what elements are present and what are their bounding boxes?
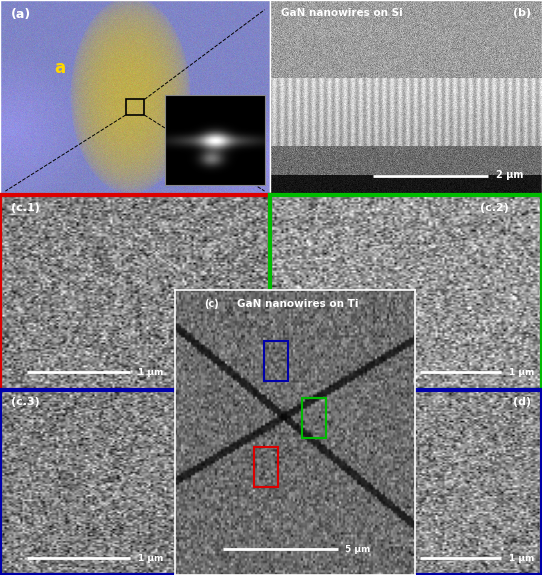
Text: 1 μm: 1 μm [509, 554, 535, 563]
Bar [254, 447, 278, 486]
Bar [126, 99, 145, 115]
Text: a: a [54, 59, 65, 77]
Text: GaN nanowires on Ta: GaN nanowires on Ta [281, 397, 404, 408]
Text: (c.2): (c.2) [481, 203, 509, 213]
Bar [264, 342, 288, 381]
Text: (b): (b) [513, 8, 531, 18]
Text: 5 μm: 5 μm [345, 545, 371, 554]
Bar [302, 398, 326, 438]
Text: 1 μm: 1 μm [138, 368, 163, 377]
Text: 1 μm: 1 μm [509, 368, 535, 377]
Text: 1 μm: 1 μm [138, 554, 163, 563]
Text: (c.1): (c.1) [11, 203, 40, 213]
Text: (c): (c) [204, 298, 218, 309]
Text: GaN nanowires on Ti: GaN nanowires on Ti [237, 298, 359, 309]
Text: (c.3): (c.3) [11, 397, 40, 408]
Text: GaN nanowires on Si: GaN nanowires on Si [281, 8, 403, 18]
Text: (a): (a) [11, 8, 31, 21]
Text: (d): (d) [513, 397, 531, 408]
Text: 2 μm: 2 μm [496, 171, 523, 181]
